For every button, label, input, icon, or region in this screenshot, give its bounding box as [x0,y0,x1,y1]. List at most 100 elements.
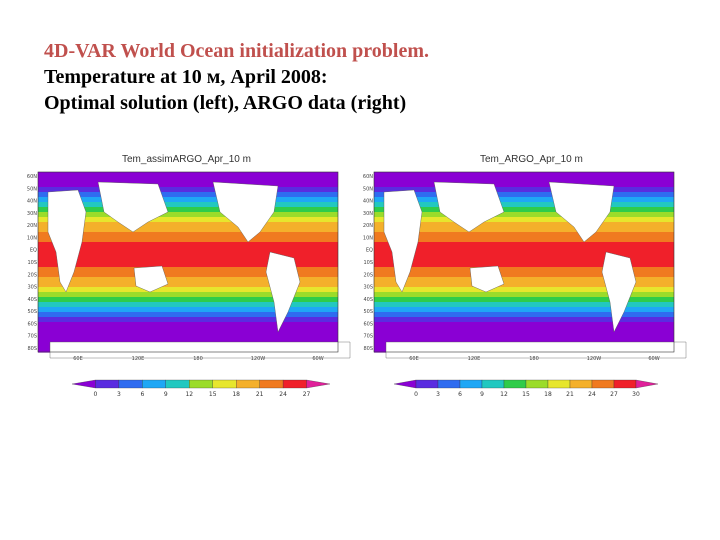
lon-tick-label: 120E [468,356,481,362]
colorbar-segment [569,379,593,389]
lon-tick-label: 60W [312,356,323,362]
colorbar-segment [165,379,190,389]
temperature-band [374,197,674,203]
colorbar-tick-label: 24 [279,391,287,398]
colorbar-tick-label: 6 [458,391,462,398]
temperature-band [38,252,338,258]
lat-tick-label: 30S [27,285,37,291]
colorbar-tick-label: 0 [414,391,418,398]
lat-tick-label: 10N [27,235,37,241]
lat-tick-label: 20S [363,272,373,278]
temperature-band [38,242,338,248]
colorbar-segment [481,379,505,389]
temperature-band [38,332,338,338]
temperature-band [38,192,338,198]
colorbar-tick-label: 15 [522,391,530,398]
temperature-band [374,327,674,333]
temperature-band [38,327,338,333]
temperature-band [38,227,338,233]
lat-tick-label: 30N [363,211,373,217]
lat-tick-label: 60S [363,321,373,327]
temperature-band [38,272,338,278]
colorbar-segment [525,379,549,389]
land-mass [383,189,423,293]
temperature-band [374,322,674,328]
temperature-band [374,272,674,278]
temperature-band [374,257,674,263]
temperature-band [38,282,338,288]
colorbar-tick-label: 9 [480,391,484,398]
temperature-band [374,217,674,223]
land-mass [212,181,279,243]
lat-tick-label: 20S [27,272,37,278]
temperature-band [374,232,674,238]
temperature-band [38,317,338,323]
temperature-band [374,192,674,198]
colorbar-segment [95,379,120,389]
temperature-band [38,297,338,303]
temperature-band [374,267,674,273]
colorbar-tick-label: 0 [94,391,98,398]
lat-tick-label: EQ [30,248,37,254]
lat-tick-label: 70S [363,334,373,340]
title-line-3: Optimal solution (left), ARGO data (righ… [44,92,407,114]
temperature-band [374,337,674,343]
lat-tick-label: 40S [363,297,373,303]
lat-tick-label: 10S [363,260,373,266]
title-line-1: 4D-VAR World Ocean initialization proble… [44,40,430,62]
colorbar-segment [591,379,615,389]
temperature-band [374,317,674,323]
lat-tick-label: 50S [27,309,37,315]
lat-tick-label: EQ [366,248,373,254]
lat-tick-label: 20N [363,223,373,229]
colorbar-tick-label: 12 [500,391,508,398]
lat-tick-label: 50N [363,186,373,192]
temperature-band [374,282,674,288]
temperature-map: 60N 50N 40N 30N 20N 10N EQ 10S 20S 30S 40S 50S 60S 70… [27,171,351,362]
colorbar-right: 0 3 6 9 12 15 18 21 24 27 30 [393,379,659,398]
temperature-band [374,277,674,283]
temperature-band [374,292,674,298]
lon-tick-label: 180 [193,356,203,362]
lat-tick-label: 60N [363,174,373,180]
colorbar-segment [503,379,527,389]
temperature-band [374,202,674,208]
temperature-band [374,187,674,193]
temperature-band [374,302,674,308]
temperature-band [374,307,674,313]
temperature-band [38,277,338,283]
temperature-band [38,207,338,213]
temperature-band [38,182,338,188]
land-mass [469,265,505,293]
colorbar-left: 0 3 6 9 12 15 18 21 24 27 [71,379,331,398]
colorbar-segment [212,379,237,389]
lat-tick-label: 80S [363,346,373,352]
colorbar-tick-label: 18 [232,391,240,398]
colorbar-tick-label: 3 [436,391,440,398]
temperature-band [374,287,674,293]
temperature-band [38,222,338,228]
colorbar-tick-label: 30 [632,391,640,398]
temperature-band [38,212,338,218]
temperature-band [374,172,674,178]
lon-tick-label: 180 [529,356,539,362]
colorbar-tick-label: 24 [588,391,596,398]
land-mass [385,341,687,359]
colorbar-segment [415,379,439,389]
land-mass [49,341,351,359]
lat-tick-label: 80S [27,346,37,352]
temperature-band [38,177,338,183]
colorbar-segment [459,379,483,389]
lat-tick-label: 30S [363,285,373,291]
lon-tick-label: 60E [409,356,419,362]
lat-tick-label: 10N [363,235,373,241]
land-mass [265,251,301,333]
lat-tick-label: 30N [27,211,37,217]
temperature-band [38,287,338,293]
map-panel-optimal-solution: Tem_assimARGO_Apr_10 m 60N 50N 40N 30N 20N 10… [26,154,358,394]
colorbar-tick-label: 3 [117,391,121,398]
colorbar-segment [306,379,331,389]
temperature-band [374,177,674,183]
temperature-map: 60N 50N 40N 30N 20N 10N EQ 10S 20S 30S 40S 50S 60S 70… [363,171,687,362]
lon-tick-label: 120W [587,356,602,362]
